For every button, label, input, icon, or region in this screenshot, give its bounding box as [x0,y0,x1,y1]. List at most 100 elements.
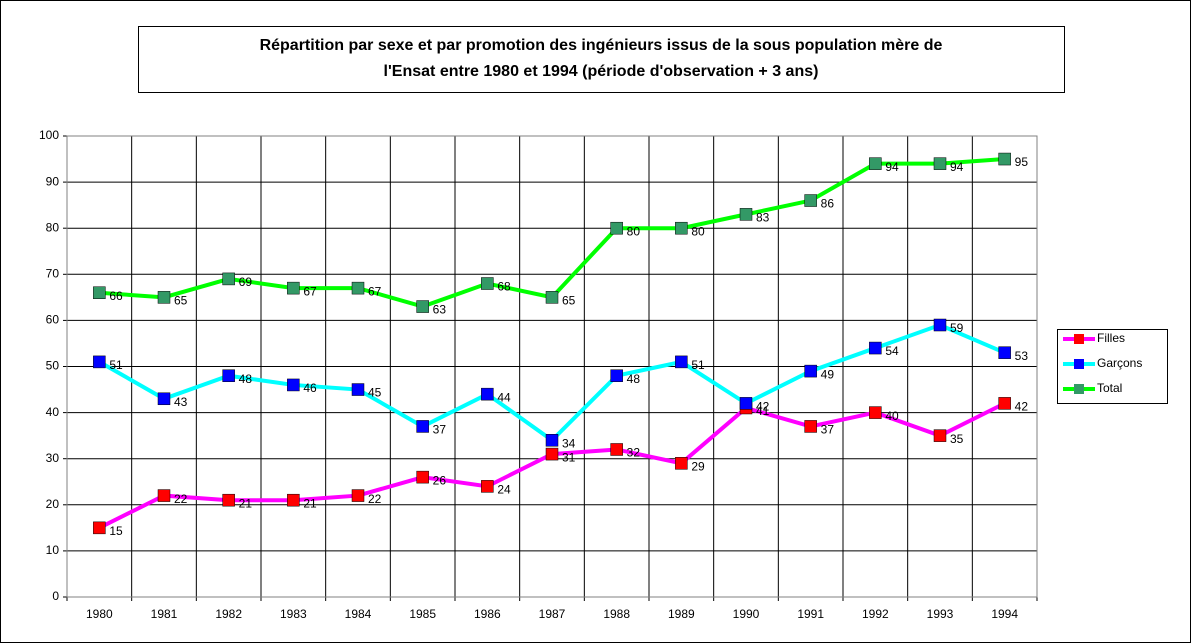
marker [481,387,494,401]
data-label: 80 [627,224,641,238]
legend-label: Total [1097,381,1122,395]
data-label: 35 [950,432,964,446]
chart-title: Répartition par sexe et par promotion de… [260,37,943,54]
marker [416,470,429,484]
x-tick-label: 1988 [603,607,630,621]
marker [610,221,623,235]
plot-border [66,135,1038,598]
data-label: 83 [756,211,770,225]
data-label: 42 [756,400,770,414]
data-label: 51 [691,358,705,372]
marker [157,392,171,406]
marker [222,493,235,507]
y-tick-label: 80 [46,220,60,234]
x-tick-label: 1991 [797,607,824,621]
data-label: 51 [109,358,123,372]
marker [416,420,429,433]
legend-marker [1074,359,1084,369]
marker [869,341,882,355]
x-tick-label: 1984 [345,607,372,621]
marker [545,447,559,461]
marker [157,291,171,304]
data-label: 31 [562,450,576,464]
marker [93,521,106,535]
x-tick-label: 1992 [862,607,889,621]
data-label: 48 [627,372,641,386]
x-tick-label: 1981 [151,607,178,621]
title-box [138,26,1065,93]
marker [739,208,753,221]
data-label: 44 [497,390,511,404]
x-tick-label: 1993 [927,607,954,621]
data-label: 86 [821,197,835,211]
chart-title: l'Ensat entre 1980 et 1994 (période d'ob… [384,63,819,80]
marker [287,493,300,507]
data-label: 80 [691,224,705,238]
marker [93,286,106,299]
marker [998,152,1011,166]
x-tick-label: 1989 [668,607,695,621]
marker [481,480,494,493]
marker [351,383,365,396]
legend-marker [1074,334,1084,344]
marker [869,157,882,170]
x-tick-label: 1982 [215,607,242,621]
data-label: 95 [1015,155,1029,169]
x-tick-label: 1980 [86,607,113,621]
marker [610,443,623,456]
y-tick-label: 20 [46,497,60,511]
marker [933,318,947,332]
marker [675,457,688,470]
data-label: 67 [368,284,382,298]
data-label: 69 [239,275,253,289]
marker [481,277,494,290]
y-tick-label: 0 [52,589,59,603]
marker [222,272,235,286]
y-tick-label: 100 [39,128,59,142]
marker [351,281,365,295]
data-label: 21 [303,496,317,510]
y-tick-label: 70 [46,266,60,280]
data-label: 41 [756,404,770,418]
x-tick-label: 1987 [539,607,566,621]
marker [287,378,300,392]
marker [157,489,171,502]
marker [933,157,947,170]
marker [869,406,882,419]
marker [287,281,300,295]
legend-label: Garçons [1097,356,1142,370]
marker [545,291,559,304]
y-tick-label: 10 [46,543,60,557]
data-label: 94 [950,160,964,174]
x-tick-label: 1986 [474,607,501,621]
data-label: 48 [239,372,253,386]
data-label: 32 [627,446,641,460]
data-label: 66 [109,289,123,303]
marker [804,364,817,378]
marker [998,397,1011,410]
data-label: 26 [433,473,447,487]
y-tick-label: 30 [46,451,60,465]
x-tick-label: 1994 [991,607,1018,621]
y-tick-label: 40 [46,405,60,419]
data-label: 37 [433,423,447,437]
y-tick-label: 60 [46,313,60,327]
y-tick-label: 90 [46,174,60,188]
data-label: 68 [497,280,511,294]
data-label: 24 [497,483,511,497]
marker [675,355,688,369]
data-label: 67 [303,284,317,298]
data-label: 21 [239,496,253,510]
legend-label: Filles [1097,331,1125,345]
marker [610,369,623,382]
marker [933,429,947,442]
marker [804,420,817,433]
data-label: 43 [174,395,188,409]
marker [545,434,559,447]
data-label: 34 [562,436,576,450]
data-label: 46 [303,381,317,395]
marker [804,194,817,207]
x-tick-label: 1990 [733,607,760,621]
